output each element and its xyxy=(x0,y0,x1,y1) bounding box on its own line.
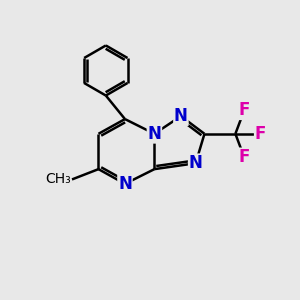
Text: F: F xyxy=(238,101,250,119)
Text: N: N xyxy=(174,107,188,125)
Text: CH₃: CH₃ xyxy=(45,172,70,186)
Text: N: N xyxy=(118,175,132,193)
Text: F: F xyxy=(238,148,250,166)
Text: N: N xyxy=(148,125,161,143)
Text: N: N xyxy=(189,154,202,172)
Text: F: F xyxy=(255,125,266,143)
